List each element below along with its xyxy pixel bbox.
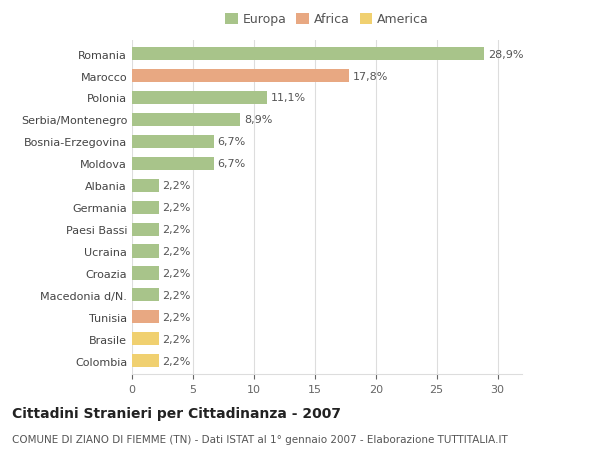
Bar: [132, 311, 159, 324]
Text: 6,7%: 6,7%: [217, 137, 245, 147]
Bar: [132, 354, 159, 368]
Text: 2,2%: 2,2%: [163, 334, 191, 344]
Text: 2,2%: 2,2%: [163, 203, 191, 213]
Text: 8,9%: 8,9%: [244, 115, 272, 125]
Bar: [132, 289, 159, 302]
Bar: [132, 113, 241, 127]
Text: 11,1%: 11,1%: [271, 93, 306, 103]
Text: 17,8%: 17,8%: [353, 71, 388, 81]
Text: Cittadini Stranieri per Cittadinanza - 2007: Cittadini Stranieri per Cittadinanza - 2…: [12, 406, 341, 420]
Text: COMUNE DI ZIANO DI FIEMME (TN) - Dati ISTAT al 1° gennaio 2007 - Elaborazione TU: COMUNE DI ZIANO DI FIEMME (TN) - Dati IS…: [12, 434, 508, 444]
Bar: [132, 332, 159, 346]
Bar: [132, 179, 159, 192]
Text: 28,9%: 28,9%: [488, 50, 523, 59]
Bar: [132, 157, 214, 170]
Text: 2,2%: 2,2%: [163, 356, 191, 366]
Text: 2,2%: 2,2%: [163, 290, 191, 300]
Text: 2,2%: 2,2%: [163, 224, 191, 235]
Text: 2,2%: 2,2%: [163, 181, 191, 191]
Text: 6,7%: 6,7%: [217, 159, 245, 169]
Text: 2,2%: 2,2%: [163, 269, 191, 278]
Bar: [132, 245, 159, 258]
Legend: Europa, Africa, America: Europa, Africa, America: [223, 11, 431, 29]
Bar: [132, 92, 267, 105]
Text: 2,2%: 2,2%: [163, 246, 191, 257]
Bar: [132, 223, 159, 236]
Bar: [132, 267, 159, 280]
Text: 2,2%: 2,2%: [163, 312, 191, 322]
Bar: [132, 48, 484, 61]
Bar: [132, 70, 349, 83]
Bar: [132, 135, 214, 149]
Bar: [132, 201, 159, 214]
